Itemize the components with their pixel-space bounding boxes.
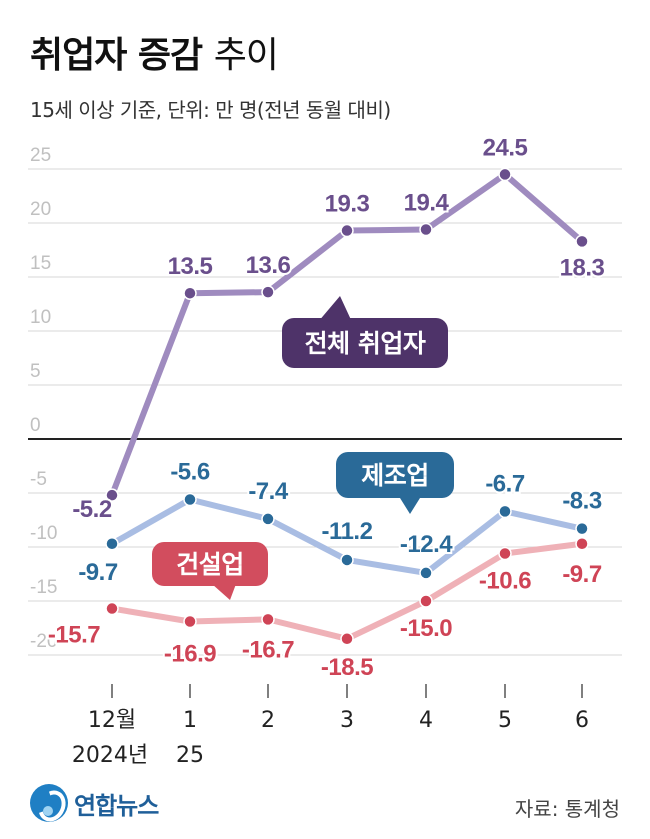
chart-subtitle: 15세 이상 기준, 단위: 만 명(전년 동월 대비) [30, 98, 391, 122]
data-label-construction: -16.9 [164, 641, 216, 668]
y-tick-label: 15 [30, 253, 51, 274]
data-point-manufacturing [340, 553, 354, 567]
data-label-total: 19.3 [325, 191, 370, 218]
series-name-total: 전체 취업자 [305, 329, 426, 358]
data-point-total [261, 285, 275, 299]
data-label-manufacturing: -11.2 [322, 518, 373, 545]
logo-text: 연합뉴스 [74, 791, 159, 820]
series-badge-pointer [400, 498, 420, 514]
yonhap-logo-icon [30, 784, 68, 822]
data-point-total [575, 234, 589, 249]
title-light: 추이 [213, 35, 279, 76]
data-label-construction: -9.7 [562, 561, 602, 588]
data-point-manufacturing [575, 521, 589, 536]
title-bold: 취업자 증감 [30, 35, 203, 76]
source-label: 자료: 통계청 [514, 797, 620, 821]
data-point-manufacturing [261, 512, 275, 526]
data-point-construction [183, 614, 197, 629]
data-label-manufacturing: -7.4 [248, 478, 289, 505]
data-label-total: 18.3 [560, 254, 605, 281]
series-badge-manufacturing: 제조업 [336, 452, 454, 514]
chart-title: 취업자 증감 추이 [30, 26, 279, 78]
y-tick-label: 25 [30, 145, 51, 166]
data-label-construction: -18.5 [321, 654, 373, 681]
data-label-construction: -16.7 [242, 636, 294, 663]
data-label-construction: -10.6 [479, 567, 531, 594]
data-label-total: 19.4 [404, 189, 450, 216]
data-point-manufacturing [183, 492, 197, 507]
x-tick-sublabel: 2024년 [72, 743, 148, 768]
series-badge-pointer [318, 296, 352, 322]
data-point-manufacturing [498, 504, 512, 519]
series-badge-bg [152, 542, 268, 586]
data-label-manufacturing: -12.4 [400, 531, 453, 558]
series-badge-bg [336, 452, 454, 498]
x-tick-label: 3 [340, 708, 354, 733]
data-label-manufacturing: -8.3 [562, 488, 602, 515]
series-badge-bg [282, 318, 448, 368]
data-point-construction [498, 546, 512, 561]
series-name-manufacturing: 제조업 [361, 461, 429, 490]
data-point-construction [105, 601, 119, 616]
x-tick-label: 2 [261, 708, 275, 733]
data-label-total: 13.6 [246, 252, 291, 279]
x-tick-sublabel: 25 [176, 743, 204, 768]
y-tick-label: 20 [30, 199, 51, 220]
data-point-construction [575, 537, 589, 551]
series-badge-total: 전체 취업자 [282, 296, 448, 368]
y-tick-label: 5 [30, 361, 41, 382]
yonhap-logo: 연합뉴스 [30, 784, 159, 822]
data-label-construction: -15.7 [48, 622, 100, 649]
data-point-total [183, 286, 197, 300]
y-tick-label: -15 [30, 577, 57, 598]
y-tick-label: 10 [30, 307, 51, 328]
data-point-total [498, 167, 512, 182]
data-label-total: 13.5 [168, 253, 213, 280]
data-label-manufacturing: -6.7 [485, 470, 525, 497]
data-point-total [419, 222, 433, 237]
y-tick-label: -10 [30, 523, 57, 544]
data-label-total: -5.2 [72, 496, 112, 523]
data-label-manufacturing: -9.7 [78, 559, 118, 586]
data-label-manufacturing: -5.6 [170, 458, 210, 485]
data-point-total [340, 223, 354, 238]
y-tick-label: -20 [30, 631, 57, 652]
series-badge-pointer [212, 584, 236, 600]
series-name-construction: 건설업 [176, 550, 244, 579]
data-label-total: 24.5 [483, 134, 528, 161]
x-tick-label: 5 [498, 708, 512, 733]
data-point-total [105, 488, 119, 502]
data-point-manufacturing [419, 566, 433, 580]
data-point-construction [340, 632, 354, 646]
data-point-construction [261, 612, 275, 627]
data-point-manufacturing [105, 537, 119, 551]
data-point-construction [419, 594, 433, 608]
x-tick-label: 1 [183, 708, 197, 733]
y-tick-label: -5 [30, 469, 47, 490]
data-label-construction: -15.0 [400, 615, 452, 642]
x-tick-label: 12월 [88, 708, 136, 733]
y-tick-label: 0 [30, 415, 41, 436]
series-badge-construction: 건설업 [152, 542, 268, 600]
x-tick-label: 6 [575, 708, 589, 733]
x-tick-label: 4 [419, 708, 433, 733]
